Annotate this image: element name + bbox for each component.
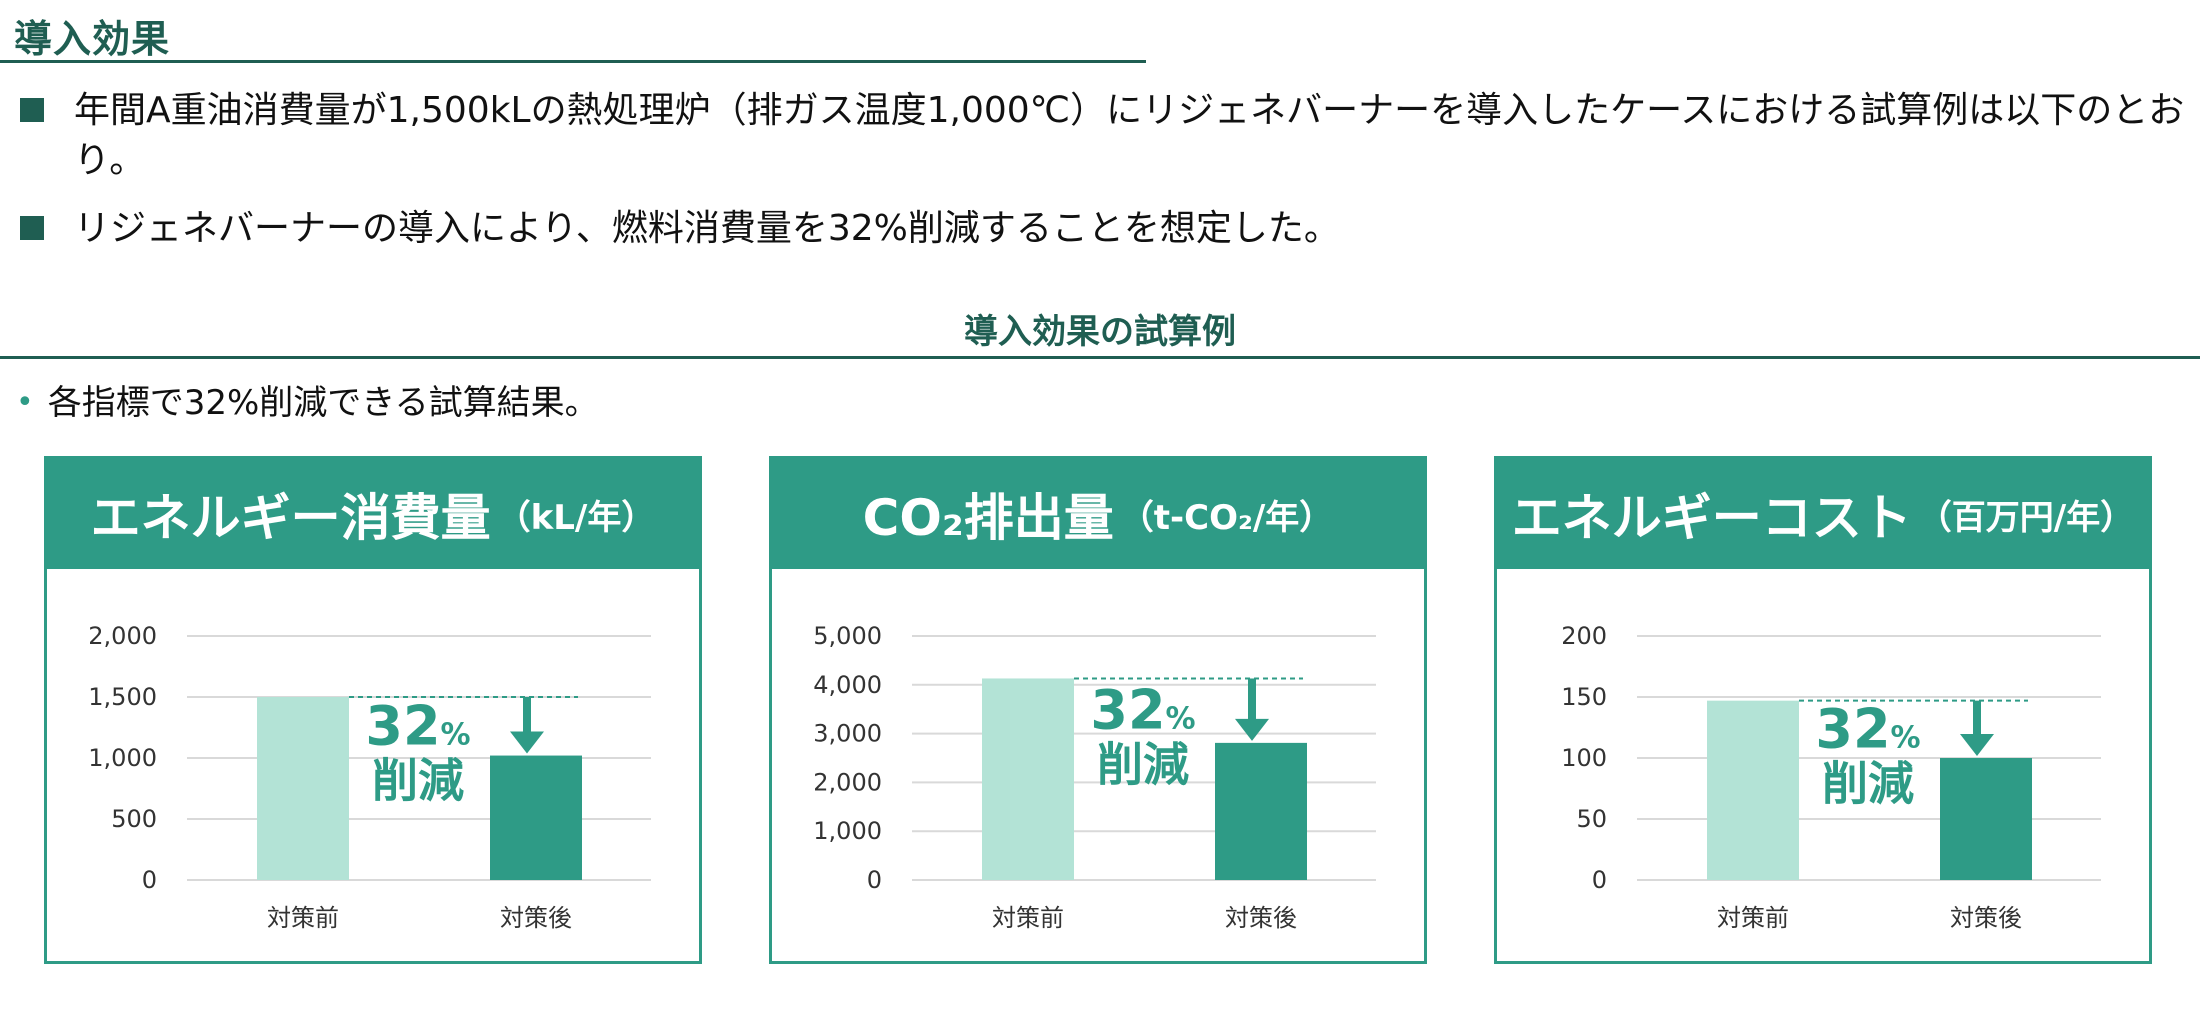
y-tick-label: 0	[1592, 866, 1607, 894]
chart-title: エネルギー消費量	[90, 489, 491, 547]
x-tick-label: 対策前	[992, 904, 1064, 932]
reduction-text-label: 削減	[372, 753, 464, 807]
chart-card-header: エネルギー消費量 （kL/年）	[47, 459, 699, 569]
reduction-percent-label: 32%	[1815, 697, 1920, 760]
y-tick-label: 3,000	[813, 720, 882, 748]
y-tick-label: 4,000	[813, 671, 882, 699]
bar	[1707, 700, 1799, 880]
y-tick-label: 150	[1561, 683, 1607, 711]
chart-card-header: エネルギーコスト （百万円/年）	[1497, 459, 2149, 569]
bar	[982, 678, 1074, 880]
reduction-percent-label: 32%	[1090, 679, 1195, 742]
note: • 各指標で32%削減できる試算結果。	[16, 378, 599, 428]
square-bullet-icon	[20, 98, 44, 122]
chart-energy-consumption: 0 500 1,000 1,500 2,000 対策前 対策後 32%削減	[88, 622, 651, 932]
y-tick-label: 5,000	[813, 622, 882, 650]
chart-title: エネルギーコスト	[1511, 489, 1912, 547]
y-tick-label: 500	[111, 805, 157, 833]
chart-title-unit: （百万円/年）	[1917, 497, 2135, 538]
reduction-percent-label: 32%	[365, 694, 470, 757]
bar	[1215, 742, 1307, 880]
x-tick-label: 対策前	[267, 904, 339, 932]
y-tick-label: 1,000	[88, 744, 157, 772]
bar	[1940, 758, 2032, 880]
bullet-text: リジェネバーナーの導入により、燃料消費量を32%削減することを想定した。	[74, 208, 1340, 249]
arrow-down-icon	[1235, 718, 1269, 741]
title-underline	[0, 60, 1146, 63]
y-tick-label: 1,500	[88, 683, 157, 711]
bullet-item-2: リジェネバーナーの導入により、燃料消費量を32%削減することを想定した。	[20, 204, 2190, 254]
y-tick-label: 0	[867, 866, 882, 894]
x-tick-label: 対策後	[1950, 904, 2022, 932]
chart-card-co2-emission: CO₂排出量 （t-CO₂/年） 0 1,000 2,000 3,000 4,000 5,0…	[769, 456, 1427, 964]
dot-bullet-icon: •	[16, 385, 34, 420]
y-tick-label: 200	[1561, 622, 1607, 650]
bar	[257, 697, 349, 880]
x-tick-label: 対策前	[1717, 904, 1789, 932]
note-text: 各指標で32%削減できる試算結果。	[47, 383, 599, 423]
bullet-item-1: 年間A重油消費量が1,500kLの熱処理炉（排ガス温度1,000℃）にリジェネバ…	[20, 86, 2190, 186]
y-tick-label: 0	[142, 866, 157, 894]
arrow-down-icon	[1960, 734, 1994, 756]
page-title: 導入効果	[14, 17, 171, 61]
square-bullet-icon	[20, 216, 44, 240]
chart-card-energy-consumption: エネルギー消費量 （kL/年） 0 500 1,000 1,500 2,000 対策前 対策後…	[44, 456, 702, 964]
y-tick-label: 2,000	[813, 768, 882, 796]
reduction-text-label: 削減	[1822, 756, 1914, 810]
chart-card-energy-cost: エネルギーコスト （百万円/年） 0 50 100 150 200 対策前 対策後 32% 削減	[1494, 456, 2152, 964]
y-tick-label: 100	[1561, 744, 1607, 772]
chart-energy-cost: 0 50 100 150 200 対策前 対策後 32%削減	[1561, 622, 2101, 932]
chart-co2-emission: 0 1,000 2,000 3,000 4,000 5,000 対策前 対策後 32%削減	[813, 622, 1376, 932]
chart-title-unit: （t-CO₂/年）	[1119, 497, 1334, 538]
x-tick-label: 対策後	[500, 904, 572, 932]
y-tick-label: 50	[1576, 805, 1607, 833]
y-tick-label: 2,000	[88, 622, 157, 650]
bullet-text: 年間A重油消費量が1,500kLの熱処理炉（排ガス温度1,000℃）にリジェネバ…	[74, 90, 2185, 181]
chart-card-header: CO₂排出量 （t-CO₂/年）	[772, 459, 1424, 569]
chart-title: CO₂排出量	[862, 489, 1114, 547]
section-underline	[0, 356, 2200, 359]
arrow-down-icon	[510, 731, 544, 754]
reduction-text-label: 削減	[1097, 738, 1189, 792]
section-title: 導入効果の試算例	[964, 312, 1236, 352]
x-tick-label: 対策後	[1225, 904, 1297, 932]
bar	[490, 755, 582, 880]
chart-title-unit: （kL/年）	[496, 497, 656, 538]
y-tick-label: 1,000	[813, 817, 882, 845]
